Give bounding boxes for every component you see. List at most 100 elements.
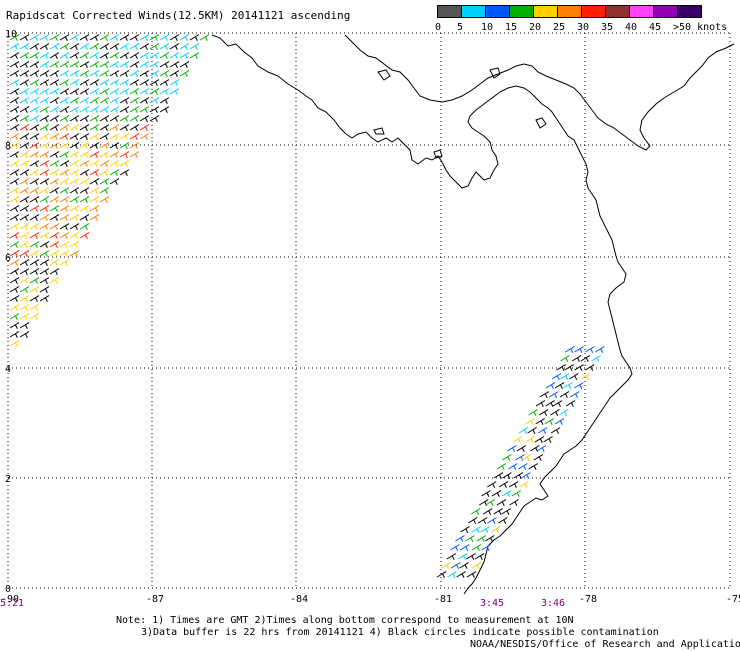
wind-barb [119,43,130,50]
wind-barb [521,472,531,479]
wind-barb [49,232,60,239]
wind-barb [29,178,40,185]
wind-barb [39,277,50,284]
wind-barb [559,391,570,398]
wind-barb [19,151,30,158]
wind-barb [129,97,140,104]
wind-barb [29,43,40,50]
wind-barb [39,151,50,158]
wind-barb [436,571,447,578]
wind-barb [535,418,545,425]
wind-barb [549,391,559,398]
wind-barb [29,70,40,77]
wind-barb [493,472,504,479]
wind-barb [129,133,140,140]
wind-barb [159,106,170,113]
pass-time-1: 5:21 [0,598,25,609]
wind-barb [159,43,170,50]
wind-barb [109,97,120,104]
wind-barb [159,70,170,77]
wind-barbs [9,34,605,578]
wind-barb [59,259,70,266]
wind-barb [455,535,465,542]
wind-barb [49,34,60,41]
wind-barb [49,151,60,158]
wind-barb [460,526,470,533]
wind-barb [109,169,120,176]
wind-barb [99,88,110,95]
wind-barb [29,169,40,176]
wind-barb [9,295,20,302]
wind-barb [459,562,469,569]
wind-barb [29,115,40,122]
lon-tick-label: -87 [146,594,164,605]
wind-barb [169,79,180,86]
wind-barb [512,436,523,443]
wind-barb [59,106,70,113]
wind-barb [79,115,90,122]
wind-barb [49,259,60,266]
legend-label: 45 [649,22,662,33]
wind-barb [59,97,70,104]
wind-barb [49,133,60,140]
wind-barb [471,562,482,569]
wind-barb [49,124,60,131]
wind-barb [179,43,190,50]
wind-barb [545,382,556,389]
lon-tick-label: -78 [579,594,597,605]
legend-label: >50 knots [673,22,728,33]
wind-barb [89,151,100,158]
wind-barb [79,61,90,68]
wind-barb [49,97,60,104]
wind-barb [585,364,595,371]
wind-barb [69,88,80,95]
wind-barb [501,508,511,515]
wind-barb [79,169,90,176]
wind-barb [59,160,70,167]
wind-barb [39,142,50,149]
wind-barb [19,295,30,302]
wind-barb [149,106,160,113]
lon-tick-label: -84 [290,594,308,605]
wind-barb [39,250,50,257]
wind-barb [9,97,20,104]
wind-barb [89,115,100,122]
wind-barb [446,553,457,560]
legend-label: 15 [505,22,518,33]
wind-barb [39,79,50,86]
wind-barb [29,106,40,113]
wind-barb [498,517,508,524]
wind-barb [89,142,100,149]
wind-barb [139,97,150,104]
wind-barb [9,268,20,275]
wind-barb [19,142,30,149]
wind-barb [79,88,90,95]
wind-barb [79,34,90,41]
lat-tick-label: 10 [5,29,17,40]
wind-barb [560,355,570,362]
wind-barb [9,223,20,230]
wind-barb [19,196,30,203]
wind-barb [481,490,491,497]
wind-barb [69,70,80,77]
wind-barb [465,535,475,542]
wind-barb [9,52,20,59]
wind-barb [9,178,20,185]
wind-barb [139,70,150,77]
wind-barb [69,142,80,149]
wind-barb [9,34,20,41]
wind-barb [29,214,40,221]
wind-barb [69,250,80,257]
wind-barb [59,88,70,95]
wind-barb [49,196,60,203]
wind-barb [19,88,30,95]
wind-barb [459,544,470,551]
wind-barb [19,43,30,50]
wind-barb [515,454,525,461]
wind-barb [9,241,20,248]
pass-time-2: 3:45 [480,598,505,609]
wind-barb [554,382,565,389]
wind-barb [9,232,20,239]
wind-barb [39,124,50,131]
wind-barb [109,160,120,167]
